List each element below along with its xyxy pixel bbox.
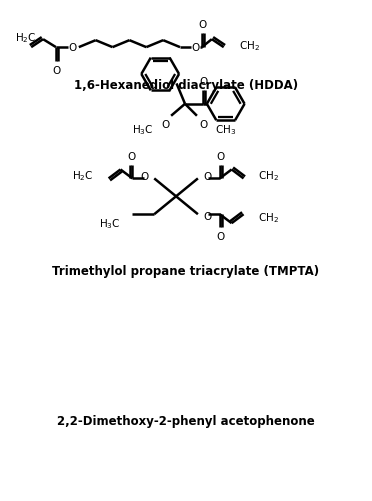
Text: O: O [69,43,77,53]
Text: O: O [204,172,212,182]
Text: $\rm CH_2$: $\rm CH_2$ [259,211,279,224]
Text: O: O [161,120,169,129]
Text: $\rm CH_2$: $\rm CH_2$ [238,39,260,53]
Text: O: O [140,172,148,182]
Text: $\rm H_2C$: $\rm H_2C$ [15,31,37,45]
Text: 1,6-Hexanediol diacrylate (HDDA): 1,6-Hexanediol diacrylate (HDDA) [74,79,298,92]
Text: O: O [200,77,208,87]
Text: $\rm CH_3$: $\rm CH_3$ [215,122,236,136]
Text: O: O [217,152,225,162]
Text: O: O [217,231,225,241]
Text: $\rm H_3C$: $\rm H_3C$ [99,217,121,230]
Text: $\rm H_3C$: $\rm H_3C$ [132,122,153,136]
Text: O: O [199,20,207,30]
Text: O: O [199,120,207,129]
Text: O: O [204,212,212,222]
Text: Trimethylol propane triacrylate (TMPTA): Trimethylol propane triacrylate (TMPTA) [52,265,320,278]
Text: O: O [53,66,61,76]
Text: 2,2-Dimethoxy-2-phenyl acetophenone: 2,2-Dimethoxy-2-phenyl acetophenone [57,414,315,427]
Text: $\rm CH_2$: $\rm CH_2$ [259,169,279,183]
Text: O: O [192,43,200,53]
Text: O: O [127,152,135,162]
Text: $\rm H_2C$: $\rm H_2C$ [72,169,94,183]
